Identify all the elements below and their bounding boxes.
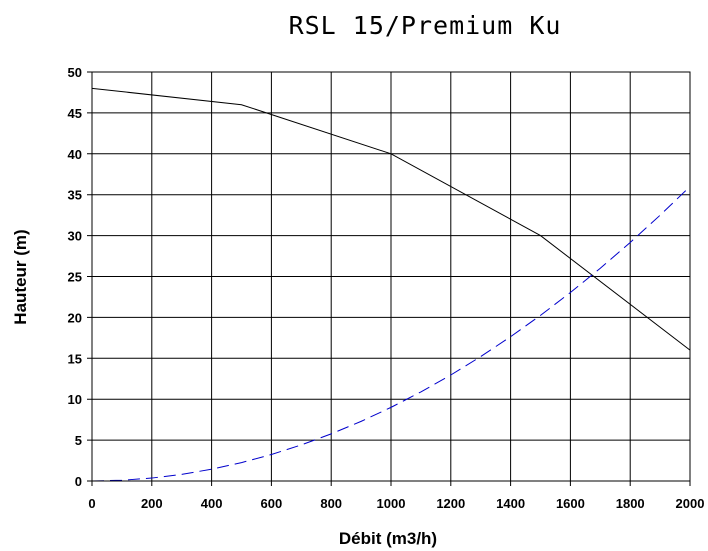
y-tick-label: 20	[68, 310, 82, 325]
y-tick-label: 25	[68, 270, 82, 285]
y-tick-label: 40	[68, 147, 82, 162]
x-tick-labels: 0 200 400 600 800 1000 1200 1400 1600 1800 2000	[88, 496, 704, 511]
x-tick-label: 1000	[377, 496, 406, 511]
y-tick-label: 15	[68, 351, 82, 366]
y-axis-label: Hauteur (m)	[11, 229, 30, 324]
y-tick-label: 45	[68, 106, 82, 121]
x-tick-label: 1400	[496, 496, 525, 511]
y-tick-label: 35	[68, 188, 82, 203]
x-tick-label: 200	[141, 496, 163, 511]
system-curve-line	[91, 186, 691, 482]
x-tick-label: 400	[201, 496, 223, 511]
pump-curve-line	[91, 87, 691, 351]
x-tick-label: 2000	[676, 496, 705, 511]
x-tick-label: 0	[88, 496, 95, 511]
y-tick-label: 30	[68, 229, 82, 244]
x-tick-label: 600	[261, 496, 283, 511]
y-tick-label: 5	[75, 433, 82, 448]
x-tick-label: 1600	[556, 496, 585, 511]
y-tick-label: 0	[75, 474, 82, 489]
x-tick-label: 800	[320, 496, 342, 511]
plot-area	[91, 71, 691, 482]
y-tick-label: 50	[68, 65, 82, 80]
x-tick-label: 1800	[616, 496, 645, 511]
series-layer	[91, 87, 691, 482]
x-axis-label: Débit (m3/h)	[339, 529, 437, 548]
y-tick-labels: 0 5 10 15 20 25 30 35 40 45 50	[68, 65, 82, 489]
grid-lines	[87, 71, 691, 486]
x-tick-label: 1200	[436, 496, 465, 511]
chart-title: RSL 15/Premium Ku	[289, 11, 562, 40]
y-tick-label: 10	[68, 392, 82, 407]
